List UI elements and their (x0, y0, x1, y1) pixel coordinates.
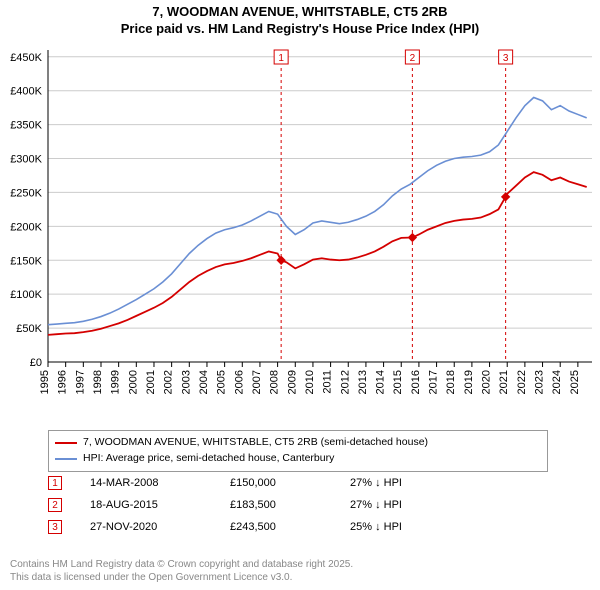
svg-text:£250K: £250K (10, 187, 42, 199)
legend-label: 7, WOODMAN AVENUE, WHITSTABLE, CT5 2RB (… (83, 435, 428, 451)
sale-row: 1 14-MAR-2008£150,00027% ↓ HPI (48, 472, 470, 494)
svg-text:2007: 2007 (251, 370, 263, 394)
svg-text:2005: 2005 (216, 370, 228, 394)
svg-text:2018: 2018 (445, 370, 457, 394)
svg-text:£350K: £350K (10, 120, 42, 132)
svg-text:£150K: £150K (10, 255, 42, 267)
svg-text:1999: 1999 (110, 370, 122, 394)
sale-marker-box: 2 (48, 498, 62, 512)
svg-text:1998: 1998 (92, 370, 104, 394)
legend-row: HPI: Average price, semi-detached house,… (55, 451, 541, 467)
svg-text:1997: 1997 (74, 370, 86, 394)
svg-text:2019: 2019 (463, 370, 475, 394)
svg-text:2022: 2022 (516, 370, 528, 394)
svg-text:2009: 2009 (286, 370, 298, 394)
title-line-1: 7, WOODMAN AVENUE, WHITSTABLE, CT5 2RB (0, 4, 600, 21)
svg-text:2008: 2008 (269, 370, 281, 394)
sale-date: 27-NOV-2020 (90, 521, 230, 533)
chart-container: 7, WOODMAN AVENUE, WHITSTABLE, CT5 2RB P… (0, 0, 600, 590)
title-block: 7, WOODMAN AVENUE, WHITSTABLE, CT5 2RB P… (0, 0, 600, 38)
svg-text:2000: 2000 (127, 370, 139, 394)
sale-price: £183,500 (230, 499, 350, 511)
svg-text:3: 3 (503, 53, 509, 64)
sale-price: £150,000 (230, 477, 350, 489)
chart-svg: £0 £50K £100K £150K £200K £250K £300K £350K £400… (0, 44, 600, 424)
legend-label: HPI: Average price, semi-detached house,… (83, 451, 334, 467)
sale-date: 14-MAR-2008 (90, 477, 230, 489)
sale-price: £243,500 (230, 521, 350, 533)
svg-text:2016: 2016 (410, 370, 422, 394)
sale-delta: 27% ↓ HPI (350, 499, 470, 511)
svg-text:2012: 2012 (339, 370, 351, 394)
svg-text:2003: 2003 (180, 370, 192, 394)
svg-text:1995: 1995 (39, 370, 51, 394)
title-line-2: Price paid vs. HM Land Registry's House … (0, 21, 600, 38)
svg-text:£200K: £200K (10, 221, 42, 233)
legend-swatch (55, 458, 77, 460)
sale-delta: 25% ↓ HPI (350, 521, 470, 533)
sale-marker-box: 3 (48, 520, 62, 534)
svg-text:2: 2 (410, 53, 416, 64)
svg-text:2025: 2025 (569, 370, 581, 394)
sale-marker-box: 1 (48, 476, 62, 490)
svg-text:2017: 2017 (428, 370, 440, 394)
svg-text:1996: 1996 (57, 370, 69, 394)
sale-row: 2 18-AUG-2015£183,50027% ↓ HPI (48, 494, 470, 516)
svg-text:£300K: £300K (10, 154, 42, 166)
svg-text:2014: 2014 (375, 370, 387, 394)
svg-text:£450K: £450K (10, 52, 42, 64)
svg-text:2001: 2001 (145, 370, 157, 394)
svg-text:2020: 2020 (481, 370, 493, 394)
footer-line-1: Contains HM Land Registry data © Crown c… (10, 558, 353, 571)
svg-text:2013: 2013 (357, 370, 369, 394)
svg-text:2023: 2023 (534, 370, 546, 394)
sale-row: 3 27-NOV-2020£243,50025% ↓ HPI (48, 516, 470, 538)
legend-row: 7, WOODMAN AVENUE, WHITSTABLE, CT5 2RB (… (55, 435, 541, 451)
svg-text:£50K: £50K (16, 323, 42, 335)
svg-text:£400K: £400K (10, 86, 42, 98)
svg-text:2004: 2004 (198, 370, 210, 394)
sale-delta: 27% ↓ HPI (350, 477, 470, 489)
svg-text:£0: £0 (30, 357, 42, 369)
svg-text:2011: 2011 (322, 370, 334, 394)
footer-line-2: This data is licensed under the Open Gov… (10, 571, 353, 584)
svg-text:2021: 2021 (498, 370, 510, 394)
legend-swatch (55, 442, 77, 444)
footer: Contains HM Land Registry data © Crown c… (10, 558, 353, 584)
svg-text:2024: 2024 (551, 370, 563, 394)
sales-table: 1 14-MAR-2008£150,00027% ↓ HPI 2 18-AUG-201… (48, 472, 470, 538)
svg-text:2015: 2015 (392, 370, 404, 394)
svg-text:1: 1 (278, 53, 284, 64)
sale-date: 18-AUG-2015 (90, 499, 230, 511)
svg-text:2006: 2006 (233, 370, 245, 394)
legend: 7, WOODMAN AVENUE, WHITSTABLE, CT5 2RB (… (48, 430, 548, 472)
svg-text:2010: 2010 (304, 370, 316, 394)
chart-area: £0 £50K £100K £150K £200K £250K £300K £350K £400… (0, 44, 600, 424)
svg-text:2002: 2002 (163, 370, 175, 394)
svg-text:£100K: £100K (10, 289, 42, 301)
